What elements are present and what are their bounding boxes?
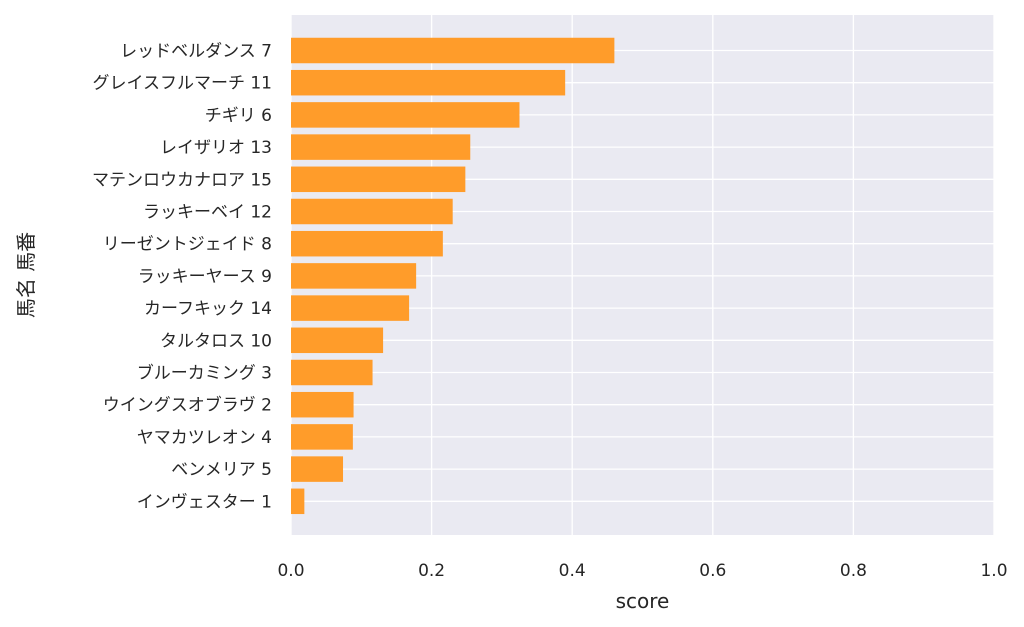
bar xyxy=(291,327,384,354)
bar xyxy=(291,69,566,96)
y-tick-label: カーフキック 14 xyxy=(144,299,272,319)
bar xyxy=(291,488,305,515)
y-tick-label: ラッキーヤース 9 xyxy=(138,267,272,287)
x-tick-label: 0.8 xyxy=(840,561,867,581)
y-tick-label: グレイスフルマーチ 11 xyxy=(92,74,272,94)
x-tick-label: 0.4 xyxy=(559,561,586,581)
bar xyxy=(291,230,443,257)
y-tick-label: ブルーカミング 3 xyxy=(137,363,272,384)
y-tick-label: ヤマカツレオン 4 xyxy=(137,428,272,448)
y-tick-label: インヴェスター 1 xyxy=(137,492,272,512)
y-tick-label: タルタロス 10 xyxy=(160,331,272,351)
y-tick-label: ラッキーベイ 12 xyxy=(143,203,272,223)
x-tick-label: 0.6 xyxy=(699,561,726,581)
bar xyxy=(291,424,353,450)
y-axis-label: 馬名 馬番 xyxy=(14,232,38,318)
bar xyxy=(291,391,354,418)
y-tick-label: マテンロウカナロア 15 xyxy=(92,170,272,190)
bar xyxy=(291,198,453,225)
y-tick-label: チギリ 6 xyxy=(205,106,272,126)
x-axis-label: score xyxy=(616,589,670,613)
bar xyxy=(291,456,344,482)
y-tick-label: ベンメリア 5 xyxy=(171,460,272,480)
x-tick-labels: 0.0 0.2 0.4 0.6 0.8 1.0 xyxy=(277,561,1007,581)
bars xyxy=(291,37,615,515)
x-tick-label: 1.0 xyxy=(980,561,1007,581)
x-tick-label: 0.2 xyxy=(418,561,445,581)
bar xyxy=(291,166,466,193)
bar xyxy=(291,295,410,321)
y-tick-label: ウイングスオブラヴ 2 xyxy=(103,395,272,416)
y-tick-label: レッドベルダンス 7 xyxy=(120,42,272,62)
bar xyxy=(291,263,417,289)
y-tick-label: リーゼントジェイド 8 xyxy=(103,235,272,255)
y-tick-label: レイザリオ 13 xyxy=(160,138,272,158)
bar xyxy=(291,359,373,386)
bar xyxy=(291,134,471,160)
bar xyxy=(291,102,520,128)
x-tick-label: 0.0 xyxy=(277,561,304,581)
y-tick-labels: レッドベルダンス 7 グレイスフルマーチ 11 チギリ 6 レイザリオ 13 マテンロウ… xyxy=(92,42,272,513)
bar xyxy=(291,37,615,64)
